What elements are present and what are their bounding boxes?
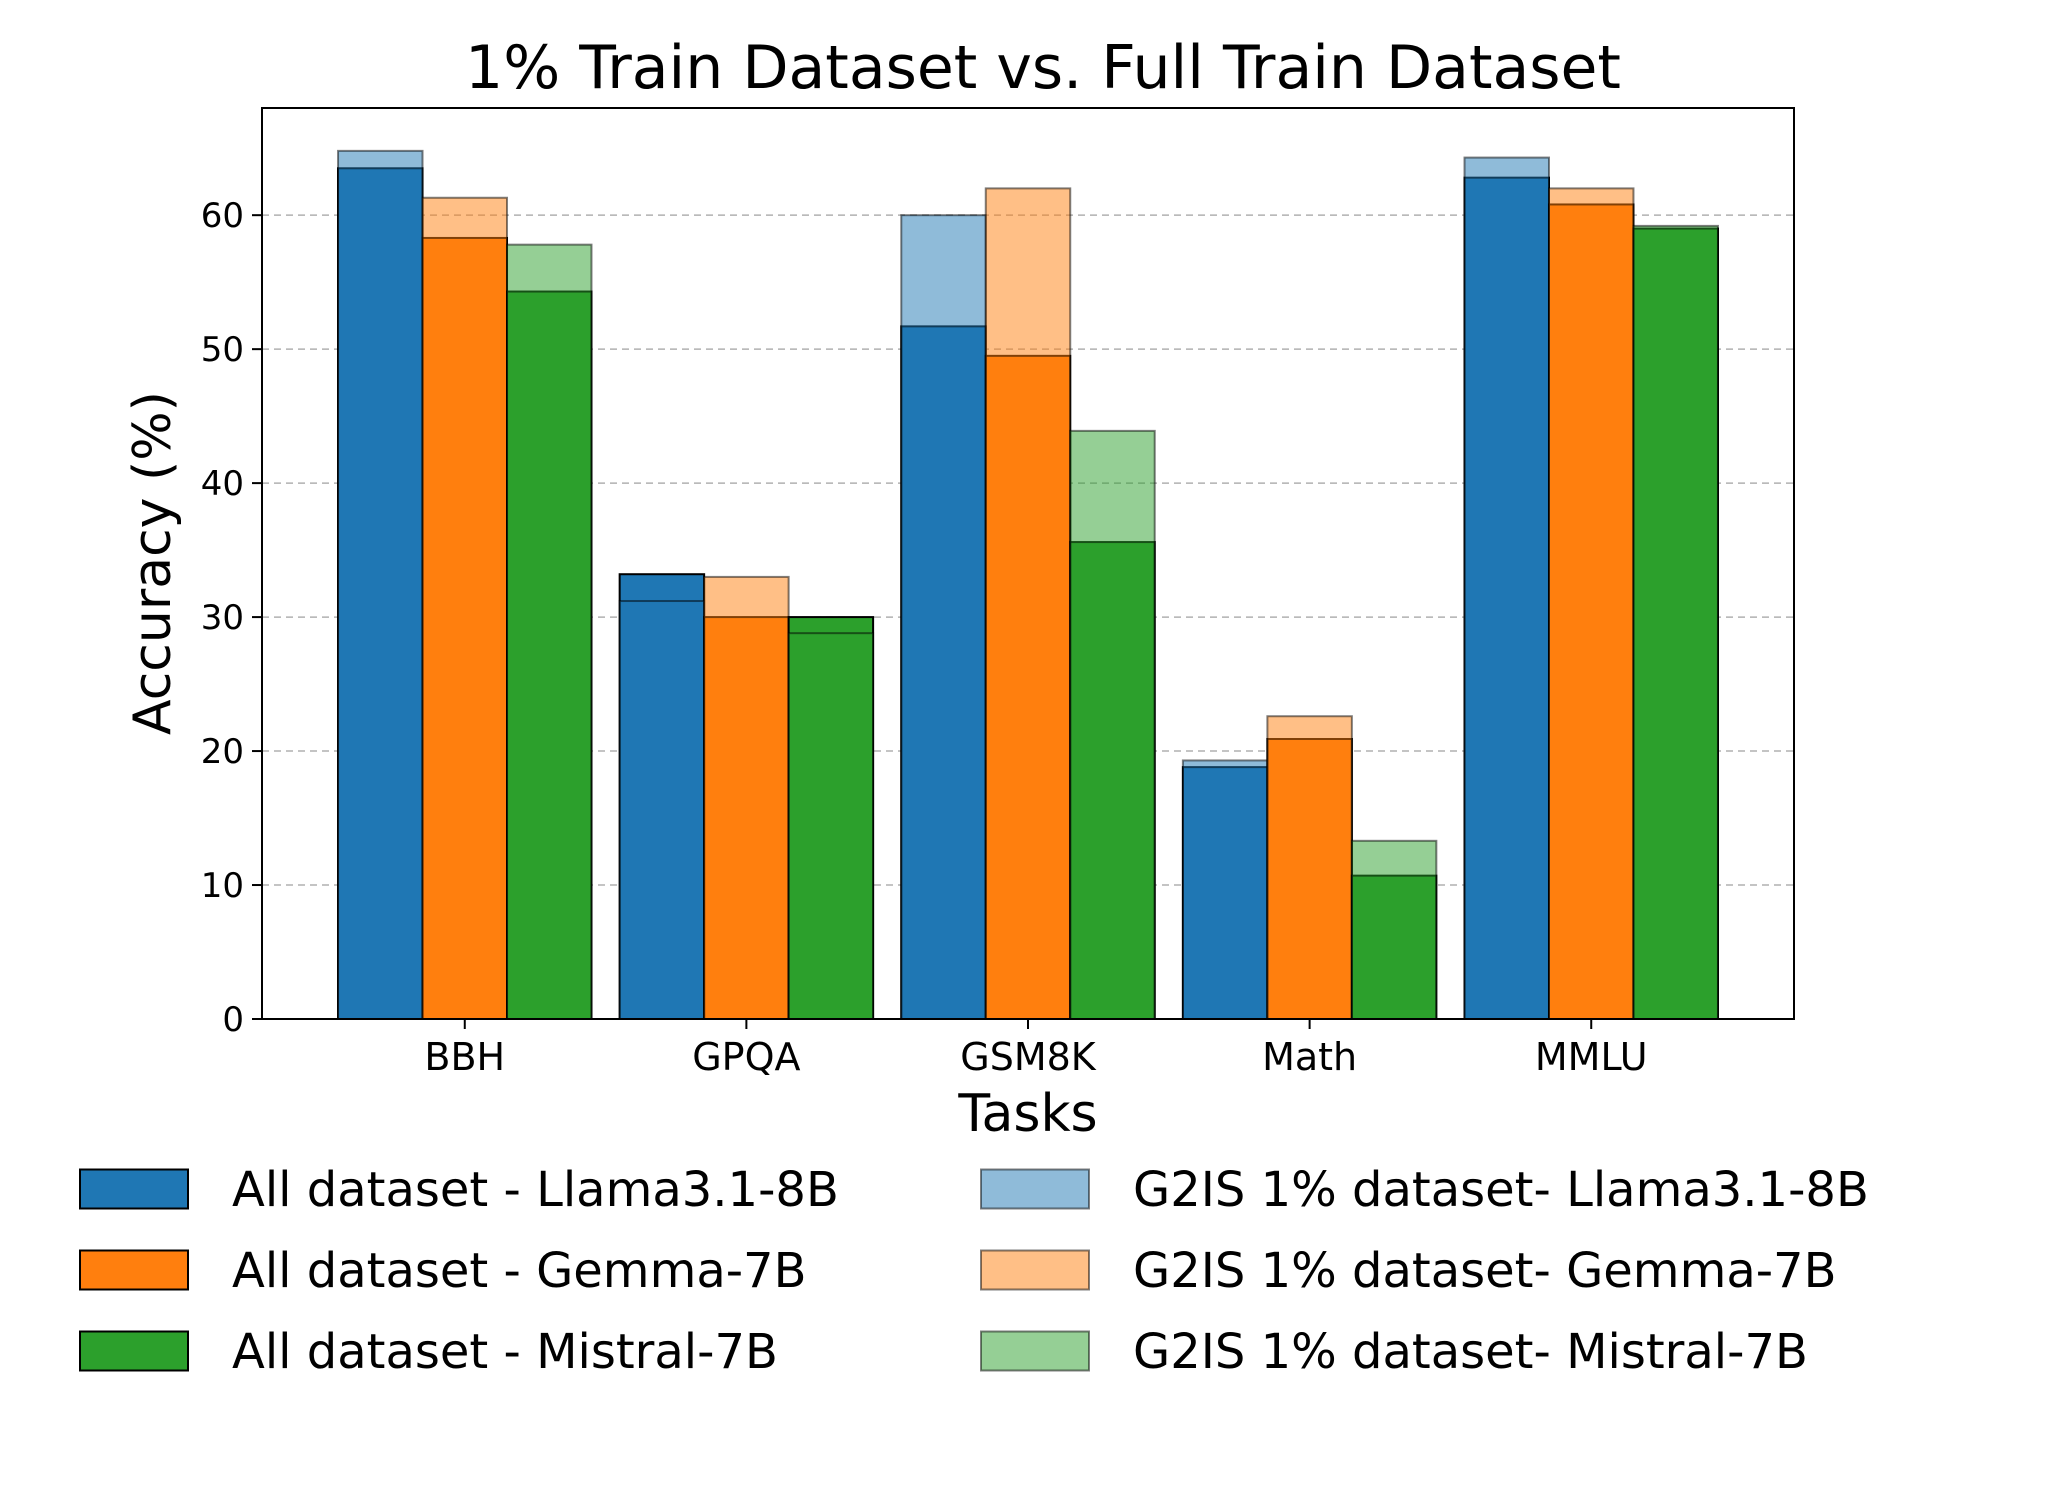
y-axis-label: Accuracy (%): [123, 391, 183, 735]
x-axis-label: Tasks: [957, 1084, 1097, 1144]
legend-label: G2IS 1% dataset- Mistral-7B: [1133, 1324, 1808, 1380]
legend-label: G2IS 1% dataset- Llama3.1-8B: [1133, 1162, 1869, 1218]
bar-g2is-gemma-7b-bbh: [421, 196, 509, 1020]
bar-g2is-gemma-7b-gpqa: [703, 575, 790, 1020]
x-axis-ticks: BBH GPQA GSM8K Math MMLU: [424, 1019, 1648, 1079]
bar-g2is-mistral-7b-gsm8k: [1069, 429, 1156, 1020]
bar-g2is-gemma-7b-math: [1266, 715, 1353, 1020]
bar-g2is-mistral-7b-bbh: [506, 243, 593, 1020]
x-tick-label: MMLU: [1535, 1035, 1648, 1079]
bar-g2is-llama3-1-8b-math: [1181, 759, 1269, 1020]
legend: All dataset - Llama3.1-8B G2IS 1% dataset…: [79, 1162, 1869, 1380]
chart-title: 1% Train Dataset vs. Full Train Dataset: [465, 33, 1621, 103]
y-axis-ticks: 0 10 20 30 40 50 60: [201, 196, 262, 1040]
y-tick-label: 40: [201, 464, 244, 504]
y-tick-label: 60: [201, 196, 244, 236]
y-tick-label: 30: [201, 598, 244, 638]
bar-g2is-llama3-1-8b-gsm8k: [900, 214, 987, 1021]
bar-g2is-llama3-1-8b-bbh: [337, 149, 424, 1020]
legend-swatch: [980, 1249, 1090, 1291]
y-tick-label: 50: [201, 330, 244, 370]
legend-swatch: [980, 1330, 1090, 1372]
bar-g2is-llama3-1-8b-mmlu: [1463, 156, 1550, 1021]
legend-swatch: [980, 1168, 1090, 1210]
y-tick-label: 0: [222, 1000, 244, 1040]
x-tick-label: Math: [1262, 1035, 1357, 1079]
bar-g2is-mistral-7b-math: [1350, 839, 1438, 1020]
legend-swatch: [79, 1168, 189, 1210]
bar-g2is-llama3-1-8b-gpqa: [618, 600, 706, 1020]
x-tick-label: GSM8K: [960, 1035, 1097, 1079]
legend-label: G2IS 1% dataset- Gemma-7B: [1133, 1243, 1837, 1299]
bar-g2is-gemma-7b-mmlu: [1547, 187, 1635, 1021]
y-tick-label: 10: [201, 866, 244, 906]
bars: [337, 149, 1719, 1021]
legend-swatch: [79, 1330, 189, 1372]
x-tick-label: GPQA: [692, 1035, 800, 1079]
legend-swatch: [79, 1249, 189, 1291]
legend-label: All dataset - Llama3.1-8B: [232, 1162, 839, 1218]
y-tick-label: 20: [201, 732, 244, 772]
bar-g2is-mistral-7b-mmlu: [1632, 224, 1719, 1021]
legend-label: All dataset - Mistral-7B: [232, 1324, 778, 1380]
legend-label: All dataset - Gemma-7B: [232, 1243, 807, 1299]
x-tick-label: BBH: [424, 1035, 505, 1079]
bar-g2is-gemma-7b-gsm8k: [984, 187, 1072, 1021]
bar-g2is-mistral-7b-gpqa: [787, 632, 875, 1021]
